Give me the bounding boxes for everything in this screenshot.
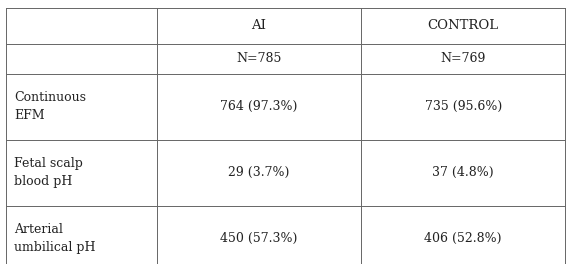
Text: 406 (52.8%): 406 (52.8%) (424, 232, 502, 246)
Text: N=785: N=785 (236, 52, 282, 65)
Text: Arterial
umbilical pH: Arterial umbilical pH (14, 223, 96, 254)
Text: N=769: N=769 (440, 52, 486, 65)
Text: 735 (95.6%): 735 (95.6%) (425, 100, 502, 114)
Text: 764 (97.3%): 764 (97.3%) (220, 100, 297, 114)
Text: CONTROL: CONTROL (428, 19, 498, 32)
Text: 450 (57.3%): 450 (57.3%) (220, 232, 297, 246)
Text: Fetal scalp
blood pH: Fetal scalp blood pH (14, 157, 83, 188)
Text: 37 (4.8%): 37 (4.8%) (432, 166, 494, 180)
Text: Continuous
EFM: Continuous EFM (14, 91, 86, 122)
Text: AI: AI (251, 19, 267, 32)
Text: 29 (3.7%): 29 (3.7%) (228, 166, 289, 180)
